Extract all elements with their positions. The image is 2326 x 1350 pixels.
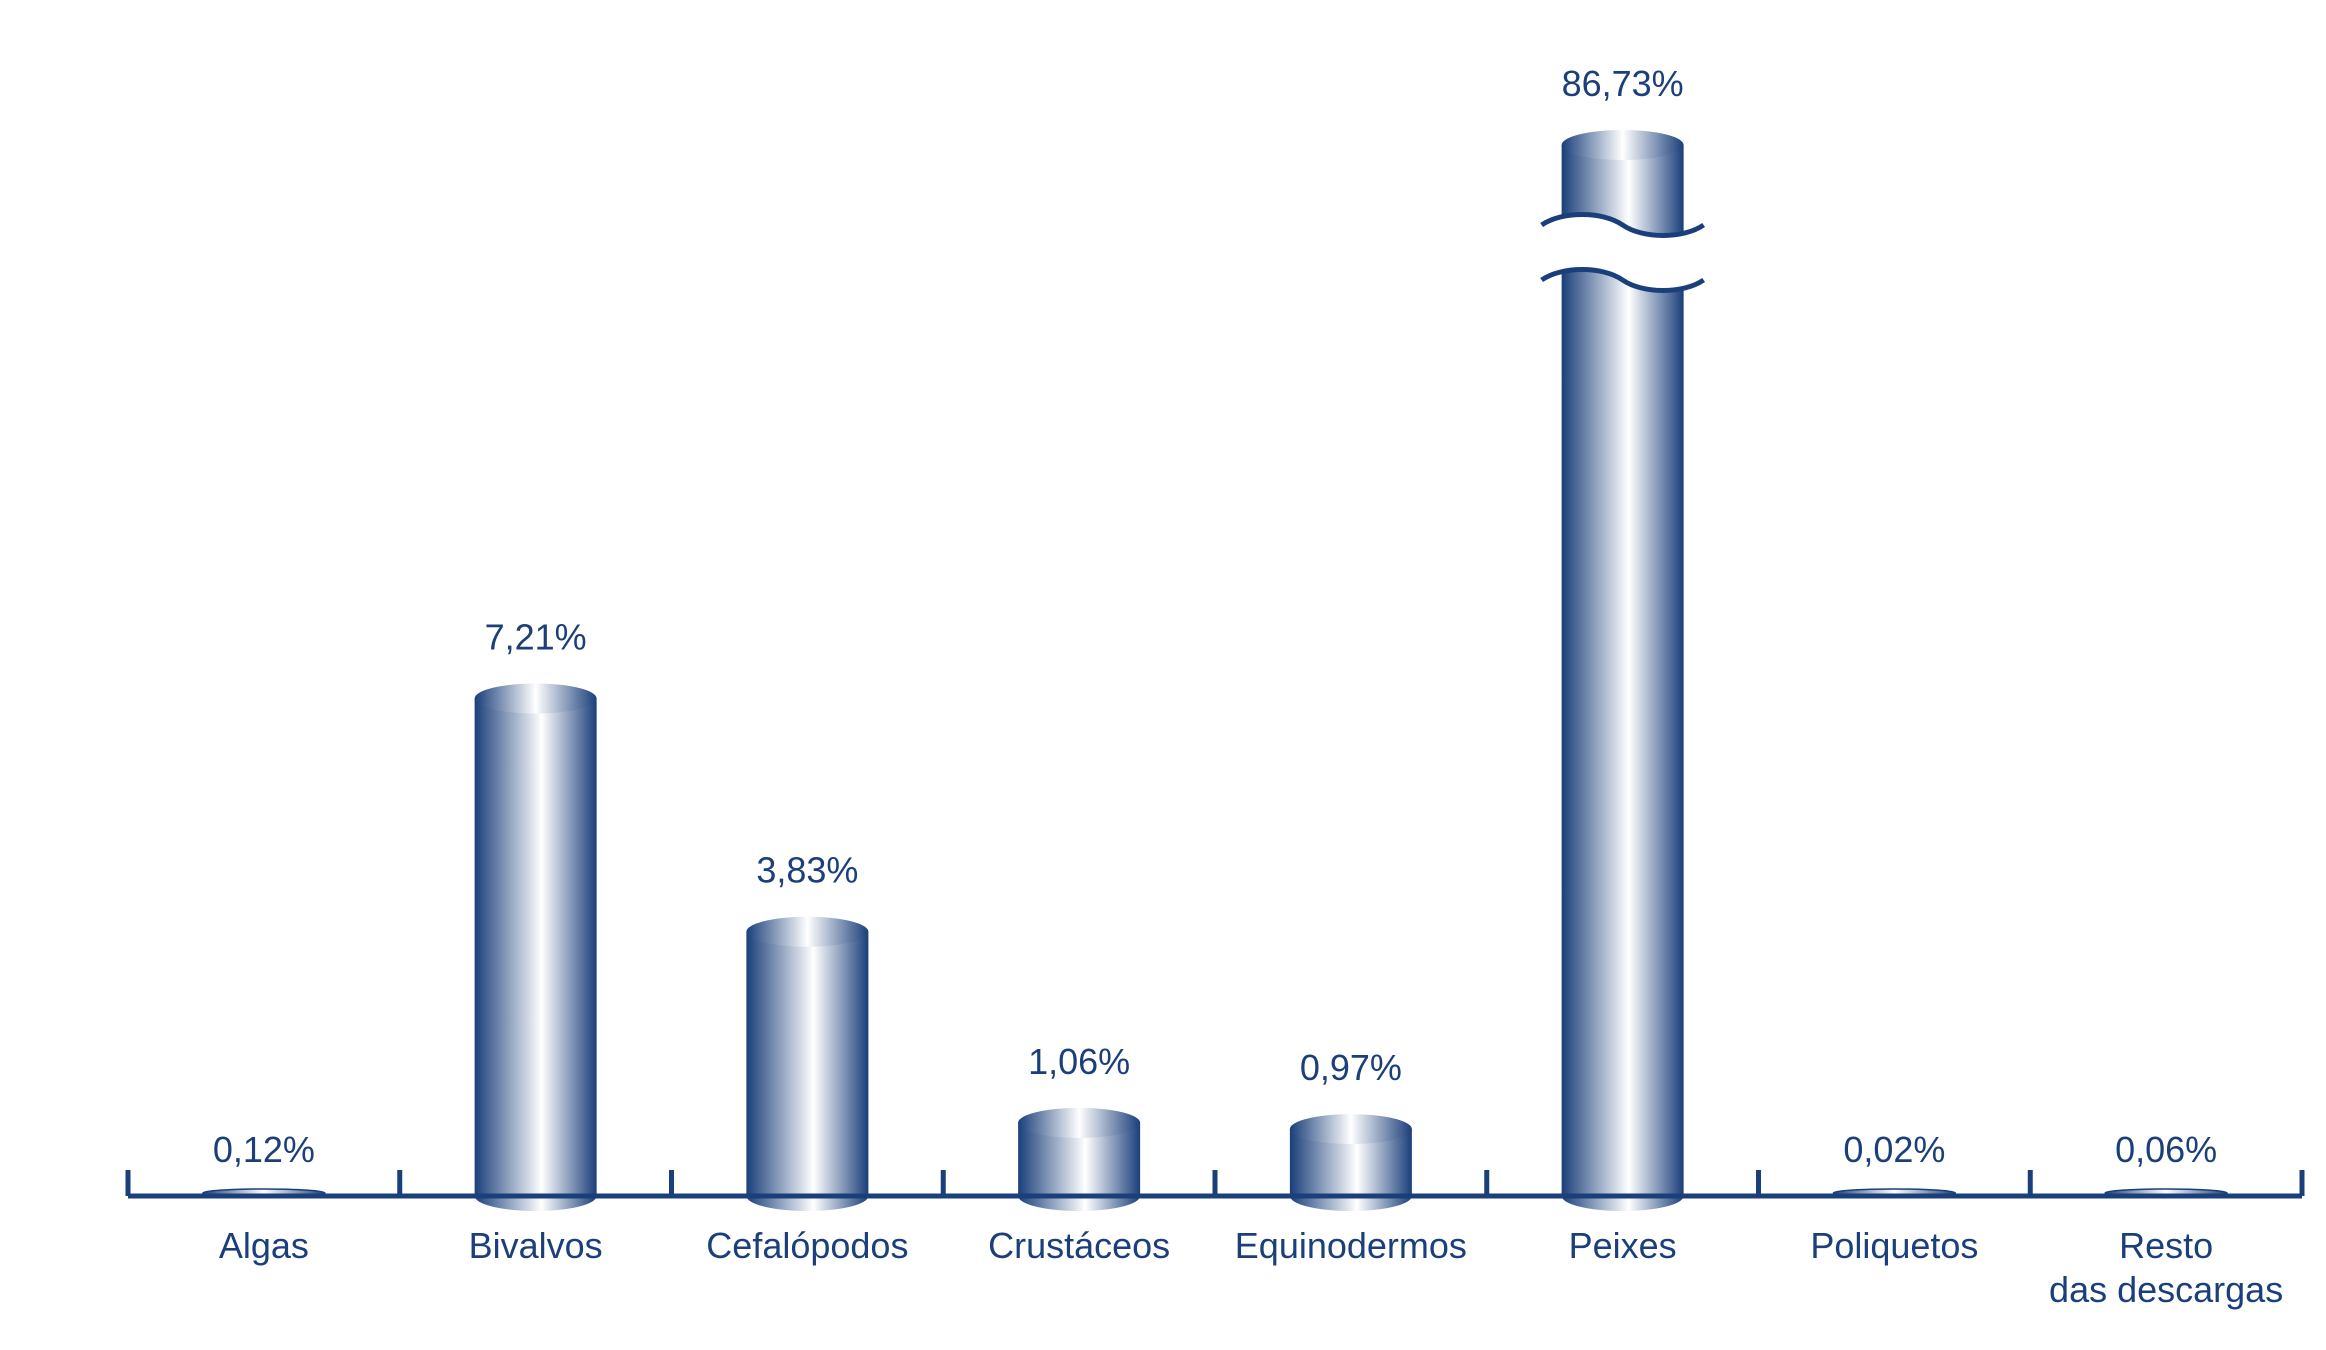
bar-cefalopodos-cap bbox=[746, 916, 869, 947]
bar-peixes bbox=[1540, 130, 1706, 1211]
data-label-cefalopodos: 3,83% bbox=[756, 850, 858, 891]
bar-bivalvos-cap bbox=[474, 683, 597, 714]
x-tick-label-poliquetos: Poliquetos bbox=[1810, 1225, 1978, 1266]
axis-break-line-lower bbox=[1540, 267, 1706, 293]
data-label-crustaceos: 1,06% bbox=[1028, 1041, 1130, 1082]
data-label-algas: 0,12% bbox=[213, 1129, 315, 1170]
x-axis bbox=[125, 1170, 2305, 1199]
x-tick-label-cefalopodos: Cefalópodos bbox=[706, 1225, 908, 1266]
labels-layer: 0,12% Algas 7,21% Bivalvos 3,83% Cefalópodos 1… bbox=[213, 63, 2283, 1310]
bar-cefalopodos-body bbox=[746, 931, 869, 1211]
bar-peixes-cap bbox=[1561, 130, 1684, 160]
bar-bivalvos bbox=[474, 683, 597, 1211]
x-tick-label-resto-das-descargas: Resto das descargas bbox=[2049, 1225, 2283, 1310]
bar-equinodermos-body bbox=[1289, 1129, 1412, 1211]
x-tick-label-algas: Algas bbox=[219, 1225, 309, 1266]
bar-equinodermos bbox=[1289, 1114, 1412, 1211]
bar-peixes-body bbox=[1561, 145, 1684, 1211]
x-tick-label-peixes: Peixes bbox=[1569, 1225, 1677, 1266]
data-label-bivalvos: 7,21% bbox=[485, 617, 587, 658]
x-tick-label-equinodermos: Equinodermos bbox=[1235, 1225, 1467, 1266]
data-label-equinodermos: 0,97% bbox=[1300, 1047, 1402, 1088]
bars-layer bbox=[202, 130, 2228, 1211]
bar-crustaceos-body bbox=[1018, 1122, 1141, 1211]
x-tick-label-crustaceos: Crustáceos bbox=[988, 1225, 1170, 1266]
x-tick-label-bivalvos: Bivalvos bbox=[469, 1225, 603, 1266]
data-label-resto-das-descargas: 0,06% bbox=[2115, 1129, 2217, 1170]
bar-crustaceos-cap bbox=[1018, 1107, 1141, 1138]
axis-break-gap bbox=[1541, 214, 1704, 291]
axis-break-line-upper bbox=[1540, 212, 1706, 238]
bar-crustaceos bbox=[1018, 1107, 1141, 1211]
bar-cefalopodos bbox=[746, 916, 869, 1211]
data-label-peixes: 86,73% bbox=[1562, 63, 1684, 104]
bar-bivalvos-body bbox=[474, 698, 597, 1211]
bar-equinodermos-cap bbox=[1289, 1114, 1412, 1145]
data-label-poliquetos: 0,02% bbox=[1843, 1129, 1945, 1170]
